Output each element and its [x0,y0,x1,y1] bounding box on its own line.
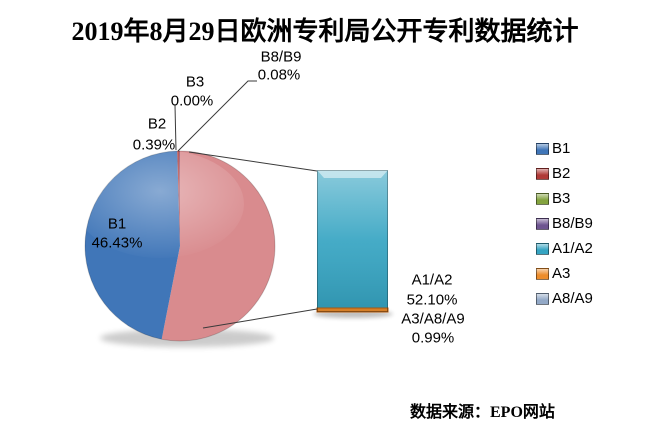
legend-item-b3: B3 [536,186,593,211]
legend-swatch-b8b9 [536,217,549,230]
legend-swatch-a3 [536,267,549,280]
leader-line-b8b9 [177,80,257,152]
label-b2-name: B2 [147,115,167,133]
legend-item-a1a2: A1/A2 [536,236,593,261]
chart-title: 2019年8月29日欧洲专利局公开专利数据统计 [71,17,579,46]
legend-item-b8b9: B8/B9 [536,211,593,236]
legend-label-b8b9: B8/B9 [552,215,593,232]
label-b2-value: 0.39% [132,136,176,154]
leader-line-b3 [174,104,177,151]
label-a1a2-value: 52.10% [406,291,458,309]
legend-item-b1: B1 [536,136,593,161]
footer-credits: 数据来源：EPO网站 制图时间：2019年8月29日 制 图：www.cnipr… [410,368,595,440]
legend-item-a8a9: A8/A9 [536,286,593,311]
label-b8b9-value: 0.08% [257,66,301,84]
legend-label-a8a9: A8/A9 [552,290,593,307]
legend-swatch-a8a9 [536,292,549,305]
label-b8b9-name: B8/B9 [260,48,302,66]
legend-label-a1a2: A1/A2 [552,240,593,257]
legend-item-b2: B2 [536,161,593,186]
legend-label-b2: B2 [552,165,571,182]
legend-swatch-b1 [536,142,549,155]
legend-swatch-b3 [536,192,549,205]
legend: B1 B2 B3 B8/B9 A1/A2 A3 A8/A9 [536,136,593,311]
label-a3a8a9-name: A3/A8/A9 [401,310,465,328]
label-a3a8a9-value: 0.99% [411,329,455,347]
label-b3-name: B3 [185,73,205,91]
legend-item-a3: A3 [536,261,593,286]
pie-and-bar-shapes [84,150,393,347]
label-b1-name: B1 [107,215,127,233]
series-connector-top [188,151,318,172]
legend-swatch-b2 [536,167,549,180]
legend-label-b3: B3 [552,190,571,207]
legend-label-b1: B1 [552,140,571,157]
legend-label-a3: A3 [552,265,571,282]
label-b1-value: 46.43% [91,234,143,252]
legend-swatch-a1a2 [536,242,549,255]
connector-lines [174,80,318,329]
series-connector-bottom [202,308,318,329]
label-b3-value: 0.00% [170,92,214,110]
footer-data-source: 数据来源：EPO网站 [410,404,555,421]
label-a1a2-name: A1/A2 [411,271,453,289]
